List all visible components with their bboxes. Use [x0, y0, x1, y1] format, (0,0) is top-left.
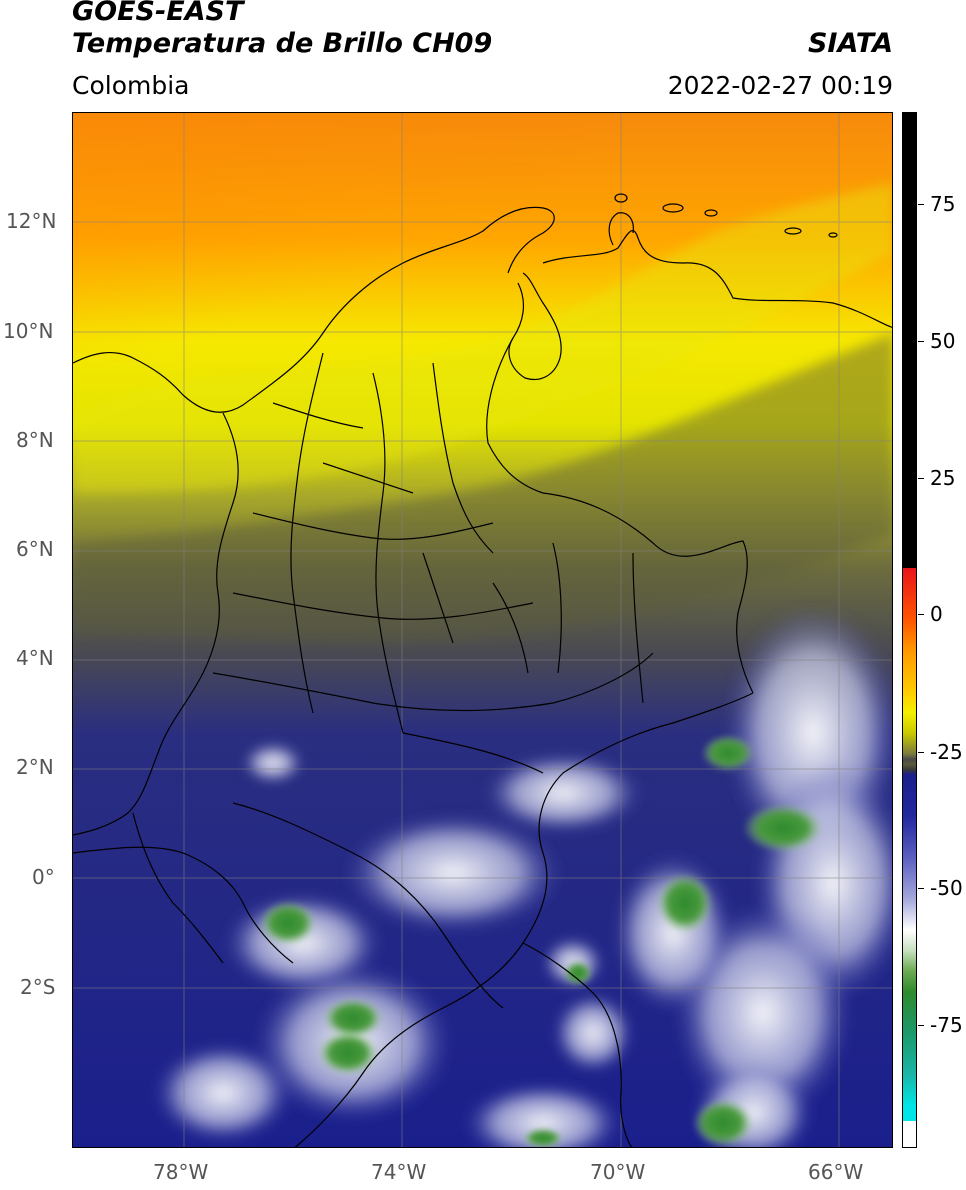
colorbar-tick	[918, 888, 924, 889]
colorbar-label-25: 25	[930, 466, 956, 490]
lon-label-66w: 66°W	[808, 1160, 864, 1184]
graticule	[73, 113, 892, 1147]
colorbar-tick	[918, 752, 924, 753]
colorbar-label-50: 50	[930, 329, 956, 353]
colorbar-label-0: 0	[930, 602, 943, 626]
lon-label-70w: 70°W	[590, 1160, 646, 1184]
colorbar-tick	[918, 614, 924, 615]
colorbar-tick	[918, 1025, 924, 1026]
colorbar-label-neg75: -75	[930, 1013, 963, 1037]
lat-label-12n: 12°N	[6, 209, 57, 233]
title-satellite: GOES-EAST	[72, 0, 244, 27]
brand-label: SIATA	[807, 28, 893, 59]
lat-label-0: 0°	[32, 865, 55, 889]
satellite-map	[72, 112, 893, 1148]
title-product: Temperatura de Brillo CH09	[72, 28, 493, 59]
lat-label-8n: 8°N	[16, 428, 54, 452]
colorbar-label-75: 75	[930, 192, 956, 216]
region-label: Colombia	[72, 71, 190, 100]
temperature-colorbar	[902, 112, 917, 1148]
lon-label-78w: 78°W	[153, 1160, 209, 1184]
colorbar-tick	[918, 478, 924, 479]
colorbar-label-neg50: -50	[930, 876, 963, 900]
colorbar-tick	[918, 341, 924, 342]
brightness-temperature-field	[73, 113, 892, 1147]
lat-label-4n: 4°N	[16, 646, 54, 670]
datetime-label: 2022-02-27 00:19	[667, 71, 893, 100]
lat-label-10n: 10°N	[3, 319, 54, 343]
colorbar-label-neg25: -25	[930, 740, 963, 764]
colorbar-tick	[918, 204, 924, 205]
borders-coastlines	[73, 193, 892, 1147]
lat-label-2s: 2°S	[20, 975, 56, 999]
lat-label-6n: 6°N	[16, 537, 54, 561]
lat-label-2n: 2°N	[16, 755, 54, 779]
lon-label-74w: 74°W	[371, 1160, 427, 1184]
